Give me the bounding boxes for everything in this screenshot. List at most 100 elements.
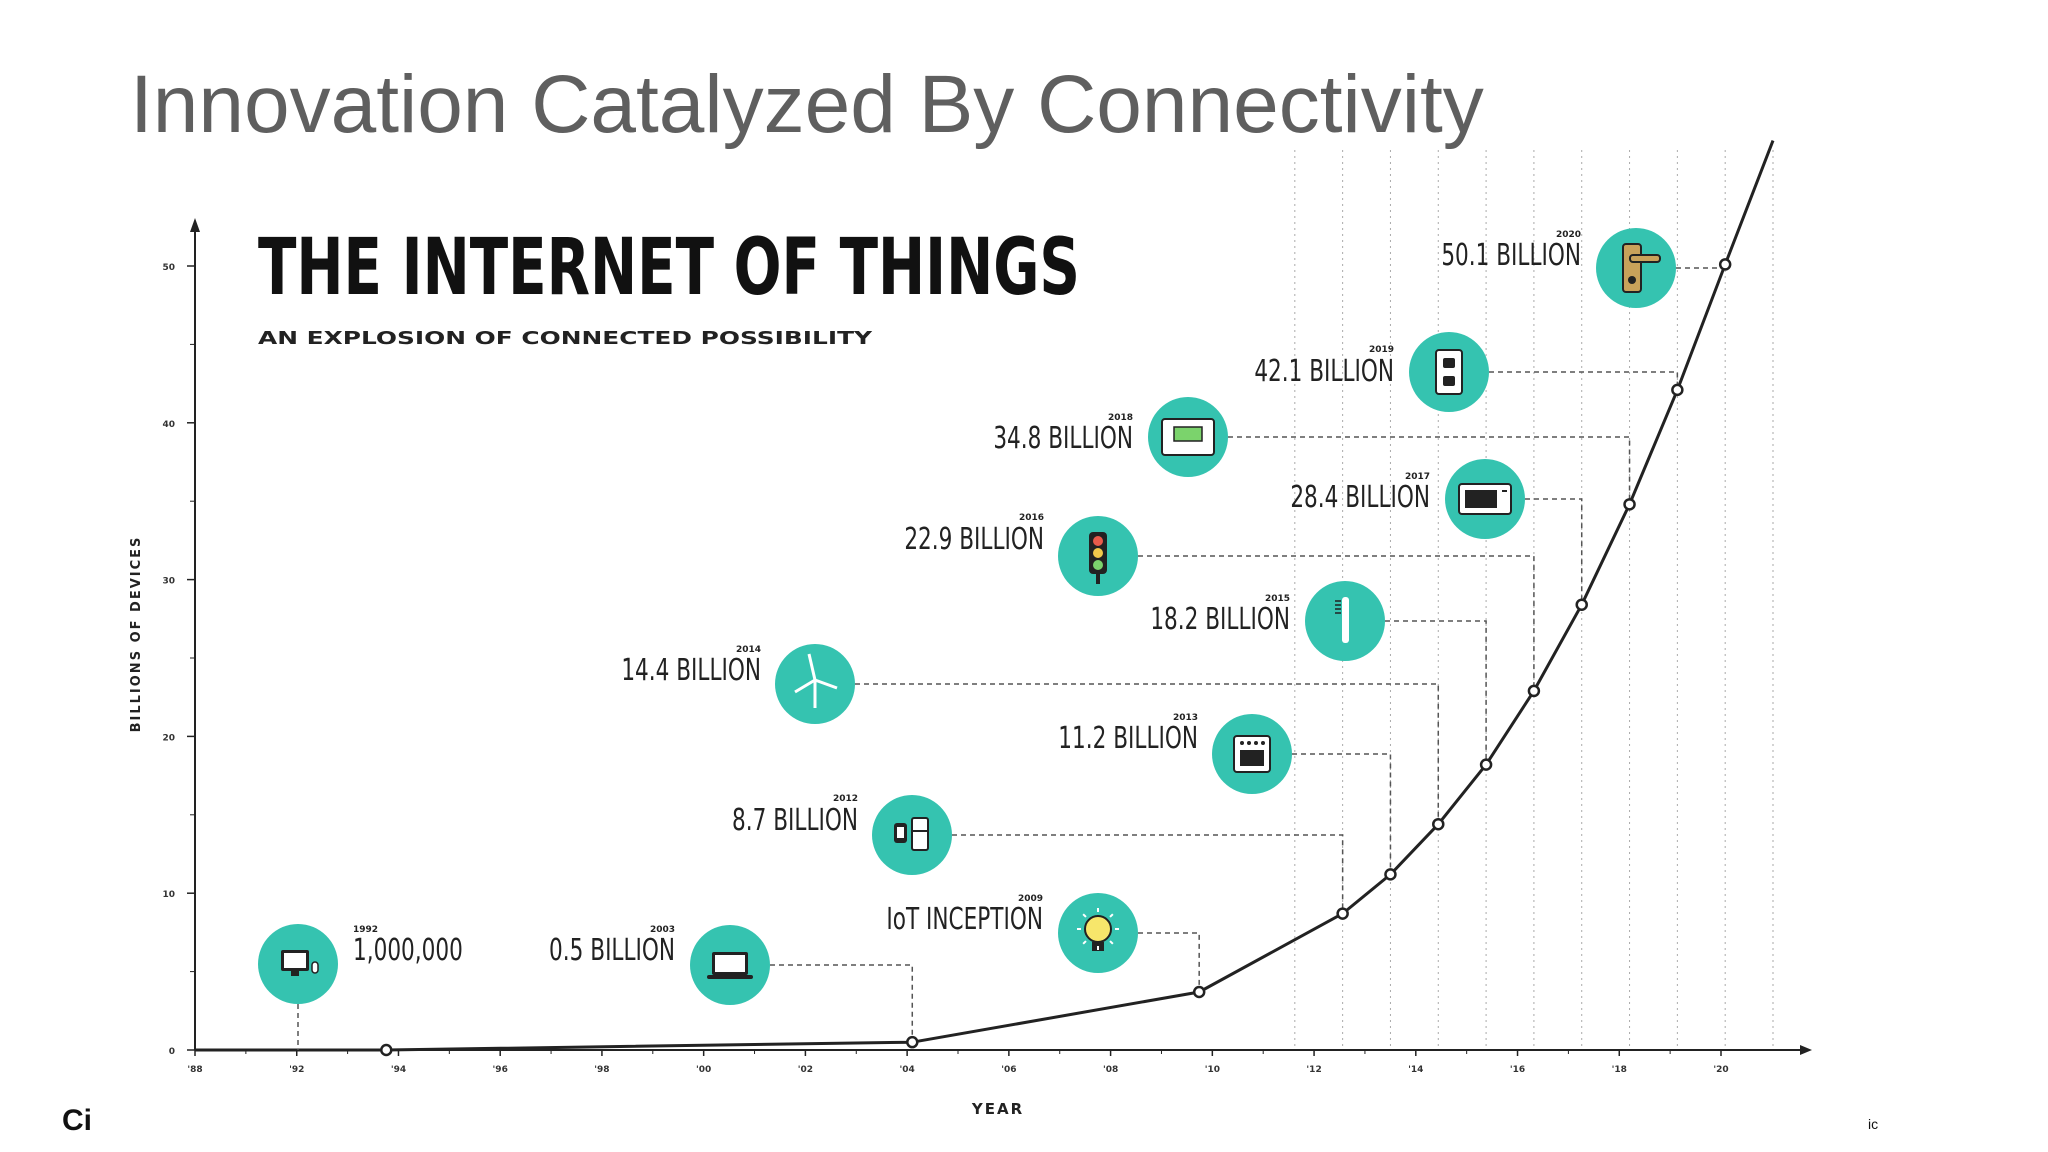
- outlet-plate: [1435, 349, 1463, 395]
- y-axis-arrow: [190, 218, 200, 232]
- y-tick-label: 10: [162, 890, 175, 900]
- ray: [1082, 940, 1087, 945]
- laptop-icon: [707, 952, 753, 979]
- data-point: [380, 1043, 393, 1057]
- leader-line: [855, 683, 1440, 825]
- annotation-year: 2012: [833, 794, 858, 804]
- data-point: [1192, 985, 1206, 999]
- data-point: [1432, 817, 1445, 831]
- leader-line: [1489, 371, 1679, 390]
- watch-fridge-icon: [894, 817, 929, 851]
- blade: [794, 678, 816, 694]
- lever: [1629, 254, 1661, 263]
- annotation-year: 2009: [1018, 894, 1043, 904]
- annotation-value: 0.5 BILLION: [549, 934, 675, 968]
- footer-tag: ic: [1868, 1116, 1879, 1132]
- annotation-value: 34.8 BILLION: [993, 422, 1133, 456]
- annotation-year: 2018: [1108, 413, 1133, 423]
- leader-line: [952, 834, 1344, 914]
- y-tick-label: 0: [169, 1047, 175, 1057]
- x-tick-label: '04: [899, 1065, 914, 1075]
- brush-handle: [1342, 597, 1349, 643]
- base: [707, 975, 753, 979]
- traffic-light-icon: [1089, 532, 1107, 584]
- data-point: [1479, 758, 1493, 771]
- annotation-value: 22.9 BILLION: [904, 523, 1044, 557]
- x-tick-label: '92: [289, 1065, 304, 1075]
- x-tick-label: '00: [696, 1065, 711, 1075]
- data-point: [906, 1035, 919, 1049]
- door-handle-icon: [1622, 243, 1661, 293]
- thermostat-icon: [1161, 418, 1215, 456]
- x-tick-label: '02: [798, 1065, 813, 1075]
- handle-plate: [1622, 243, 1642, 293]
- annotation-year: 2017: [1405, 472, 1430, 482]
- fridge: [911, 817, 929, 851]
- blade: [807, 653, 817, 681]
- microwave-icon: [1458, 483, 1512, 515]
- slide-title: Innovation Catalyzed By Connectivity: [130, 59, 1484, 150]
- y-axis-title: BILLIONS OF DEVICES: [129, 536, 144, 733]
- leader-line: [1676, 264, 1726, 269]
- annotation-value: IoT INCEPTION: [886, 903, 1043, 937]
- annotation-year: 2013: [1173, 713, 1198, 723]
- mouse: [311, 961, 319, 974]
- screen: [715, 955, 745, 972]
- oven-icon: [1233, 735, 1271, 773]
- annotation-year: 1992: [353, 925, 378, 935]
- screen: [284, 953, 306, 968]
- annotation-year: 2019: [1369, 345, 1394, 355]
- y-tick-label: 20: [162, 733, 175, 743]
- socket: [1443, 358, 1455, 368]
- data-point: [1671, 383, 1684, 397]
- watch-face: [897, 827, 904, 838]
- red-light: [1093, 536, 1103, 546]
- chart-title: THE INTERNET OF THINGS: [258, 223, 1080, 313]
- blade: [814, 678, 838, 690]
- x-tick-label: '16: [1510, 1065, 1525, 1075]
- ray: [1109, 940, 1114, 945]
- data-point: [1384, 868, 1397, 881]
- knob: [1240, 741, 1244, 745]
- x-axis-arrow: [1800, 1045, 1812, 1055]
- y-tick-label: 50: [162, 263, 175, 273]
- annotation-value: 28.4 BILLION: [1290, 481, 1430, 515]
- x-tick-label: '08: [1103, 1065, 1118, 1075]
- x-tick-label: '14: [1408, 1065, 1423, 1075]
- oven-window: [1240, 750, 1264, 766]
- chart-subtitle: AN EXPLOSION OF CONNECTED POSSIBILITY: [258, 328, 873, 349]
- x-tick-label: '10: [1205, 1065, 1220, 1075]
- x-tick-label: '18: [1612, 1065, 1627, 1075]
- knob: [1261, 741, 1265, 745]
- desktop-computer-icon: [281, 950, 319, 976]
- y-tick-label: 40: [162, 420, 175, 430]
- annotation-value: 50.1 BILLION: [1441, 239, 1581, 273]
- ray: [1109, 913, 1114, 918]
- x-tick-label: '88: [187, 1065, 202, 1075]
- leader-line: [1138, 932, 1200, 992]
- keyhole: [1628, 276, 1636, 284]
- leader-line: [1292, 753, 1392, 875]
- x-tick-label: '20: [1713, 1065, 1728, 1075]
- annotation-year: 2016: [1019, 513, 1044, 523]
- company-logo: Ci: [62, 1104, 92, 1137]
- leader-line: [1385, 620, 1487, 765]
- knob: [1247, 741, 1251, 745]
- x-tick-label: '06: [1001, 1065, 1016, 1075]
- pole: [1096, 574, 1100, 584]
- annotation-year: 2003: [650, 925, 675, 935]
- x-tick-label: '98: [594, 1065, 609, 1075]
- annotation-value: 1,000,000: [353, 934, 463, 968]
- y-tick-label: 30: [162, 577, 175, 587]
- annotation-year: 2014: [736, 645, 761, 655]
- ray: [1082, 913, 1087, 918]
- power-outlet-icon: [1435, 349, 1463, 395]
